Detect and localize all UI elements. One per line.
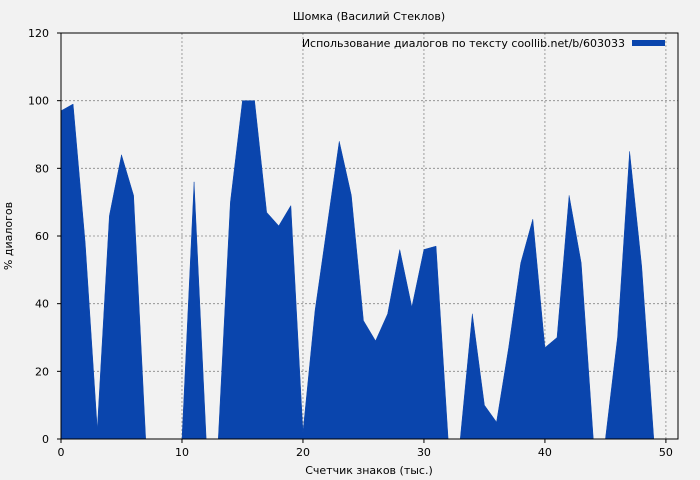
- y-tick-label: 60: [35, 230, 49, 243]
- y-tick-label: 20: [35, 365, 49, 378]
- y-tick-label: 120: [28, 27, 49, 40]
- legend-swatch: [632, 40, 665, 46]
- x-axis-label: Счетчик знаков (тыс.): [305, 464, 433, 477]
- y-tick-label: 80: [35, 162, 49, 175]
- y-axis-label: % диалогов: [2, 202, 15, 270]
- x-tick-label: 0: [58, 446, 65, 459]
- x-tick-label: 50: [659, 446, 673, 459]
- y-tick-label: 40: [35, 298, 49, 311]
- y-tick-label: 100: [28, 95, 49, 108]
- chart-title: Шомка (Василий Стеклов): [293, 10, 445, 23]
- x-tick-label: 10: [175, 446, 189, 459]
- legend-label: Использование диалогов по тексту coollib…: [302, 37, 625, 50]
- legend: Использование диалогов по тексту coollib…: [302, 37, 665, 50]
- x-tick-label: 20: [296, 446, 310, 459]
- y-tick-label: 0: [42, 433, 49, 446]
- x-axis: 0 10 20 30 40 50: [58, 439, 673, 459]
- x-tick-label: 40: [538, 446, 552, 459]
- x-tick-label: 30: [417, 446, 431, 459]
- y-axis: 0 20 40 60 80 100 120: [28, 27, 61, 446]
